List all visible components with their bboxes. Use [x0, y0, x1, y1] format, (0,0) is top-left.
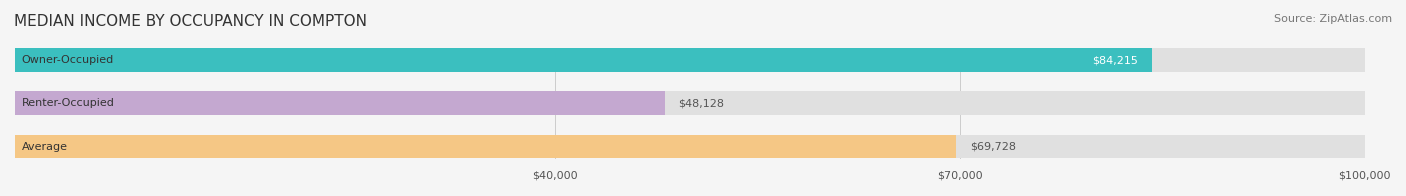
Bar	[15, 48, 1365, 72]
Text: Owner-Occupied: Owner-Occupied	[21, 55, 114, 65]
Bar	[15, 92, 665, 115]
Text: $69,728: $69,728	[970, 142, 1015, 152]
Text: Source: ZipAtlas.com: Source: ZipAtlas.com	[1274, 14, 1392, 24]
Text: MEDIAN INCOME BY OCCUPANCY IN COMPTON: MEDIAN INCOME BY OCCUPANCY IN COMPTON	[14, 14, 367, 29]
Bar	[15, 135, 956, 159]
Text: Renter-Occupied: Renter-Occupied	[21, 98, 115, 108]
Text: $84,215: $84,215	[1092, 55, 1139, 65]
Bar	[15, 48, 1152, 72]
Text: Average: Average	[21, 142, 67, 152]
Bar	[15, 92, 1365, 115]
Bar	[15, 135, 1365, 159]
Text: $48,128: $48,128	[678, 98, 724, 108]
